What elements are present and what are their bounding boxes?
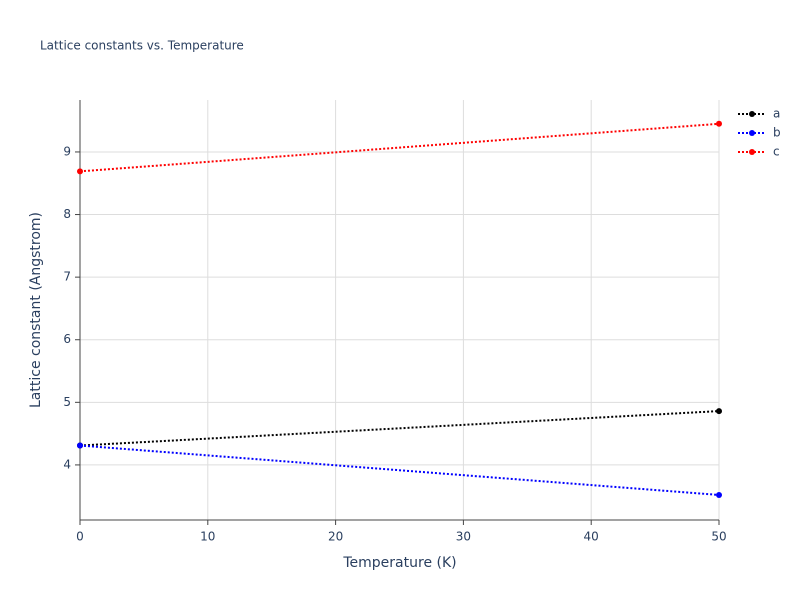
y-tick-label: 4 [63, 457, 71, 471]
y-tick-label: 7 [63, 270, 71, 284]
x-tick-label: 50 [711, 530, 726, 544]
y-tick-label: 8 [63, 207, 71, 221]
y-tick-label: 9 [63, 144, 71, 158]
x-tick-label: 20 [328, 530, 343, 544]
y-tick-label: 5 [63, 395, 71, 409]
legend-label: a [773, 107, 780, 121]
legend-marker [749, 130, 755, 136]
x-axis-title: Temperature (K) [342, 555, 456, 571]
data-point [77, 442, 83, 449]
y-tick-label: 6 [63, 332, 71, 346]
series-line [79, 122, 720, 173]
legend-label: b [773, 126, 781, 140]
data-point [716, 408, 722, 415]
series-line [79, 410, 720, 447]
x-tick-label: 10 [200, 530, 215, 544]
series-line [79, 444, 720, 496]
data-point [77, 168, 83, 175]
x-tick-label: 0 [76, 530, 84, 544]
legend-label: c [773, 145, 780, 159]
x-tick-label: 40 [584, 530, 599, 544]
x-tick-label: 30 [456, 530, 471, 544]
data-point [716, 491, 722, 498]
y-axis-title: Lattice constant (Angstrom) [28, 212, 44, 408]
data-point [716, 120, 722, 127]
legend-marker [749, 149, 755, 155]
legend-marker [749, 111, 755, 117]
chart-title: Lattice constants vs. Temperature [40, 39, 244, 53]
